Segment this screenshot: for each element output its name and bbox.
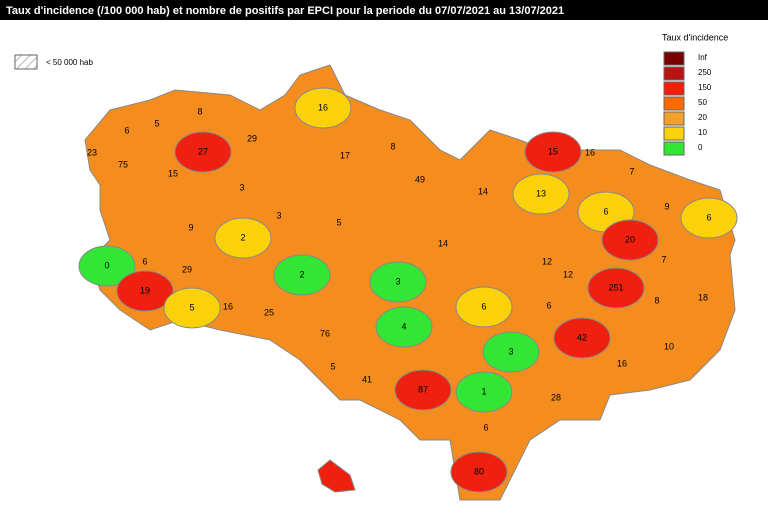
region-label: 18 bbox=[698, 292, 708, 302]
region-label: 3 bbox=[395, 276, 400, 286]
region-label: 251 bbox=[608, 282, 623, 292]
hatch-swatch bbox=[14, 54, 38, 70]
region-label: 6 bbox=[124, 125, 129, 135]
region-label: 6 bbox=[706, 212, 711, 222]
hatch-label: < 50 000 hab bbox=[46, 58, 93, 67]
legend-swatch bbox=[663, 141, 685, 156]
island bbox=[317, 459, 356, 493]
region bbox=[174, 131, 232, 173]
region bbox=[78, 245, 136, 287]
region bbox=[512, 173, 570, 215]
region-label: 49 bbox=[415, 174, 425, 184]
region-label: 6 bbox=[142, 256, 147, 266]
region-label: 12 bbox=[563, 269, 573, 279]
region-label: 25 bbox=[264, 307, 274, 317]
region bbox=[116, 270, 174, 312]
region-label: 1 bbox=[481, 386, 486, 396]
region bbox=[455, 371, 513, 413]
legend-label: 10 bbox=[698, 128, 707, 137]
region-label: 5 bbox=[154, 118, 159, 128]
legend-label: Inf bbox=[698, 53, 708, 62]
region-label: 3 bbox=[239, 182, 244, 192]
region-label: 0 bbox=[104, 260, 109, 270]
region-label: 10 bbox=[664, 341, 674, 351]
region bbox=[680, 197, 738, 239]
region-label: 9 bbox=[664, 201, 669, 211]
region-label: 13 bbox=[536, 188, 546, 198]
region-label: 4 bbox=[401, 321, 406, 331]
region bbox=[394, 369, 452, 411]
region-label: 5 bbox=[189, 302, 194, 312]
region-label: 7 bbox=[629, 166, 634, 176]
region-label: 16 bbox=[585, 147, 595, 157]
region-label: 16 bbox=[318, 102, 328, 112]
region bbox=[455, 286, 513, 328]
region-label: 3 bbox=[276, 210, 281, 220]
region-label: 17 bbox=[340, 150, 350, 160]
region-label: 8 bbox=[390, 141, 395, 151]
region bbox=[375, 306, 433, 348]
region bbox=[163, 287, 221, 329]
region-label: 29 bbox=[247, 133, 257, 143]
region-label: 27 bbox=[198, 146, 208, 156]
region-label: 7 bbox=[661, 254, 666, 264]
legend-label: 20 bbox=[698, 113, 707, 122]
region-label: 41 bbox=[362, 374, 372, 384]
region-label: 6 bbox=[483, 422, 488, 432]
region bbox=[369, 261, 427, 303]
legend-swatch bbox=[663, 81, 685, 96]
region-label: 20 bbox=[625, 234, 635, 244]
region-label: 15 bbox=[548, 146, 558, 156]
region-label: 76 bbox=[320, 328, 330, 338]
region-label: 16 bbox=[223, 301, 233, 311]
region-label: 12 bbox=[542, 256, 552, 266]
region bbox=[294, 87, 352, 129]
region bbox=[482, 331, 540, 373]
region-label: 3 bbox=[508, 346, 513, 356]
title: Taux d'incidence (/100 000 hab) et nombr… bbox=[6, 5, 564, 17]
legend-title: Taux d'incidence bbox=[662, 32, 728, 42]
title-bar bbox=[0, 0, 768, 20]
region-label: 42 bbox=[577, 332, 587, 342]
region-label: 9 bbox=[188, 222, 193, 232]
region-label: 87 bbox=[418, 384, 428, 394]
region-label: 5 bbox=[336, 217, 341, 227]
region-label: 16 bbox=[617, 358, 627, 368]
region-label: 8 bbox=[197, 106, 202, 116]
region-label: 8 bbox=[654, 295, 659, 305]
region bbox=[273, 254, 331, 296]
legend-label: 150 bbox=[698, 83, 712, 92]
legend-swatch bbox=[663, 126, 685, 141]
legend-label: 250 bbox=[698, 68, 712, 77]
region-label: 2 bbox=[299, 269, 304, 279]
region-label: 15 bbox=[168, 168, 178, 178]
region bbox=[524, 131, 582, 173]
region bbox=[587, 267, 645, 309]
region-label: 14 bbox=[438, 238, 448, 248]
region-label: 19 bbox=[140, 285, 150, 295]
region-label: 6 bbox=[603, 206, 608, 216]
region-label: 80 bbox=[474, 466, 484, 476]
legend-swatch bbox=[663, 51, 685, 66]
region-label: 28 bbox=[551, 392, 561, 402]
region bbox=[601, 219, 659, 261]
region-label: 6 bbox=[546, 300, 551, 310]
legend-swatch bbox=[663, 96, 685, 111]
region bbox=[450, 451, 508, 493]
region-label: 6 bbox=[481, 301, 486, 311]
region-label: 5 bbox=[330, 361, 335, 371]
region-label: 23 bbox=[87, 147, 97, 157]
region-label: 2 bbox=[240, 232, 245, 242]
region-label: 75 bbox=[118, 159, 128, 169]
region-label: 14 bbox=[478, 186, 488, 196]
region-label: 29 bbox=[182, 264, 192, 274]
legend-swatch bbox=[663, 66, 685, 81]
legend-label: 50 bbox=[698, 98, 707, 107]
region bbox=[214, 217, 272, 259]
region bbox=[553, 317, 611, 359]
legend-swatch bbox=[663, 111, 685, 126]
legend-label: 0 bbox=[698, 143, 703, 152]
